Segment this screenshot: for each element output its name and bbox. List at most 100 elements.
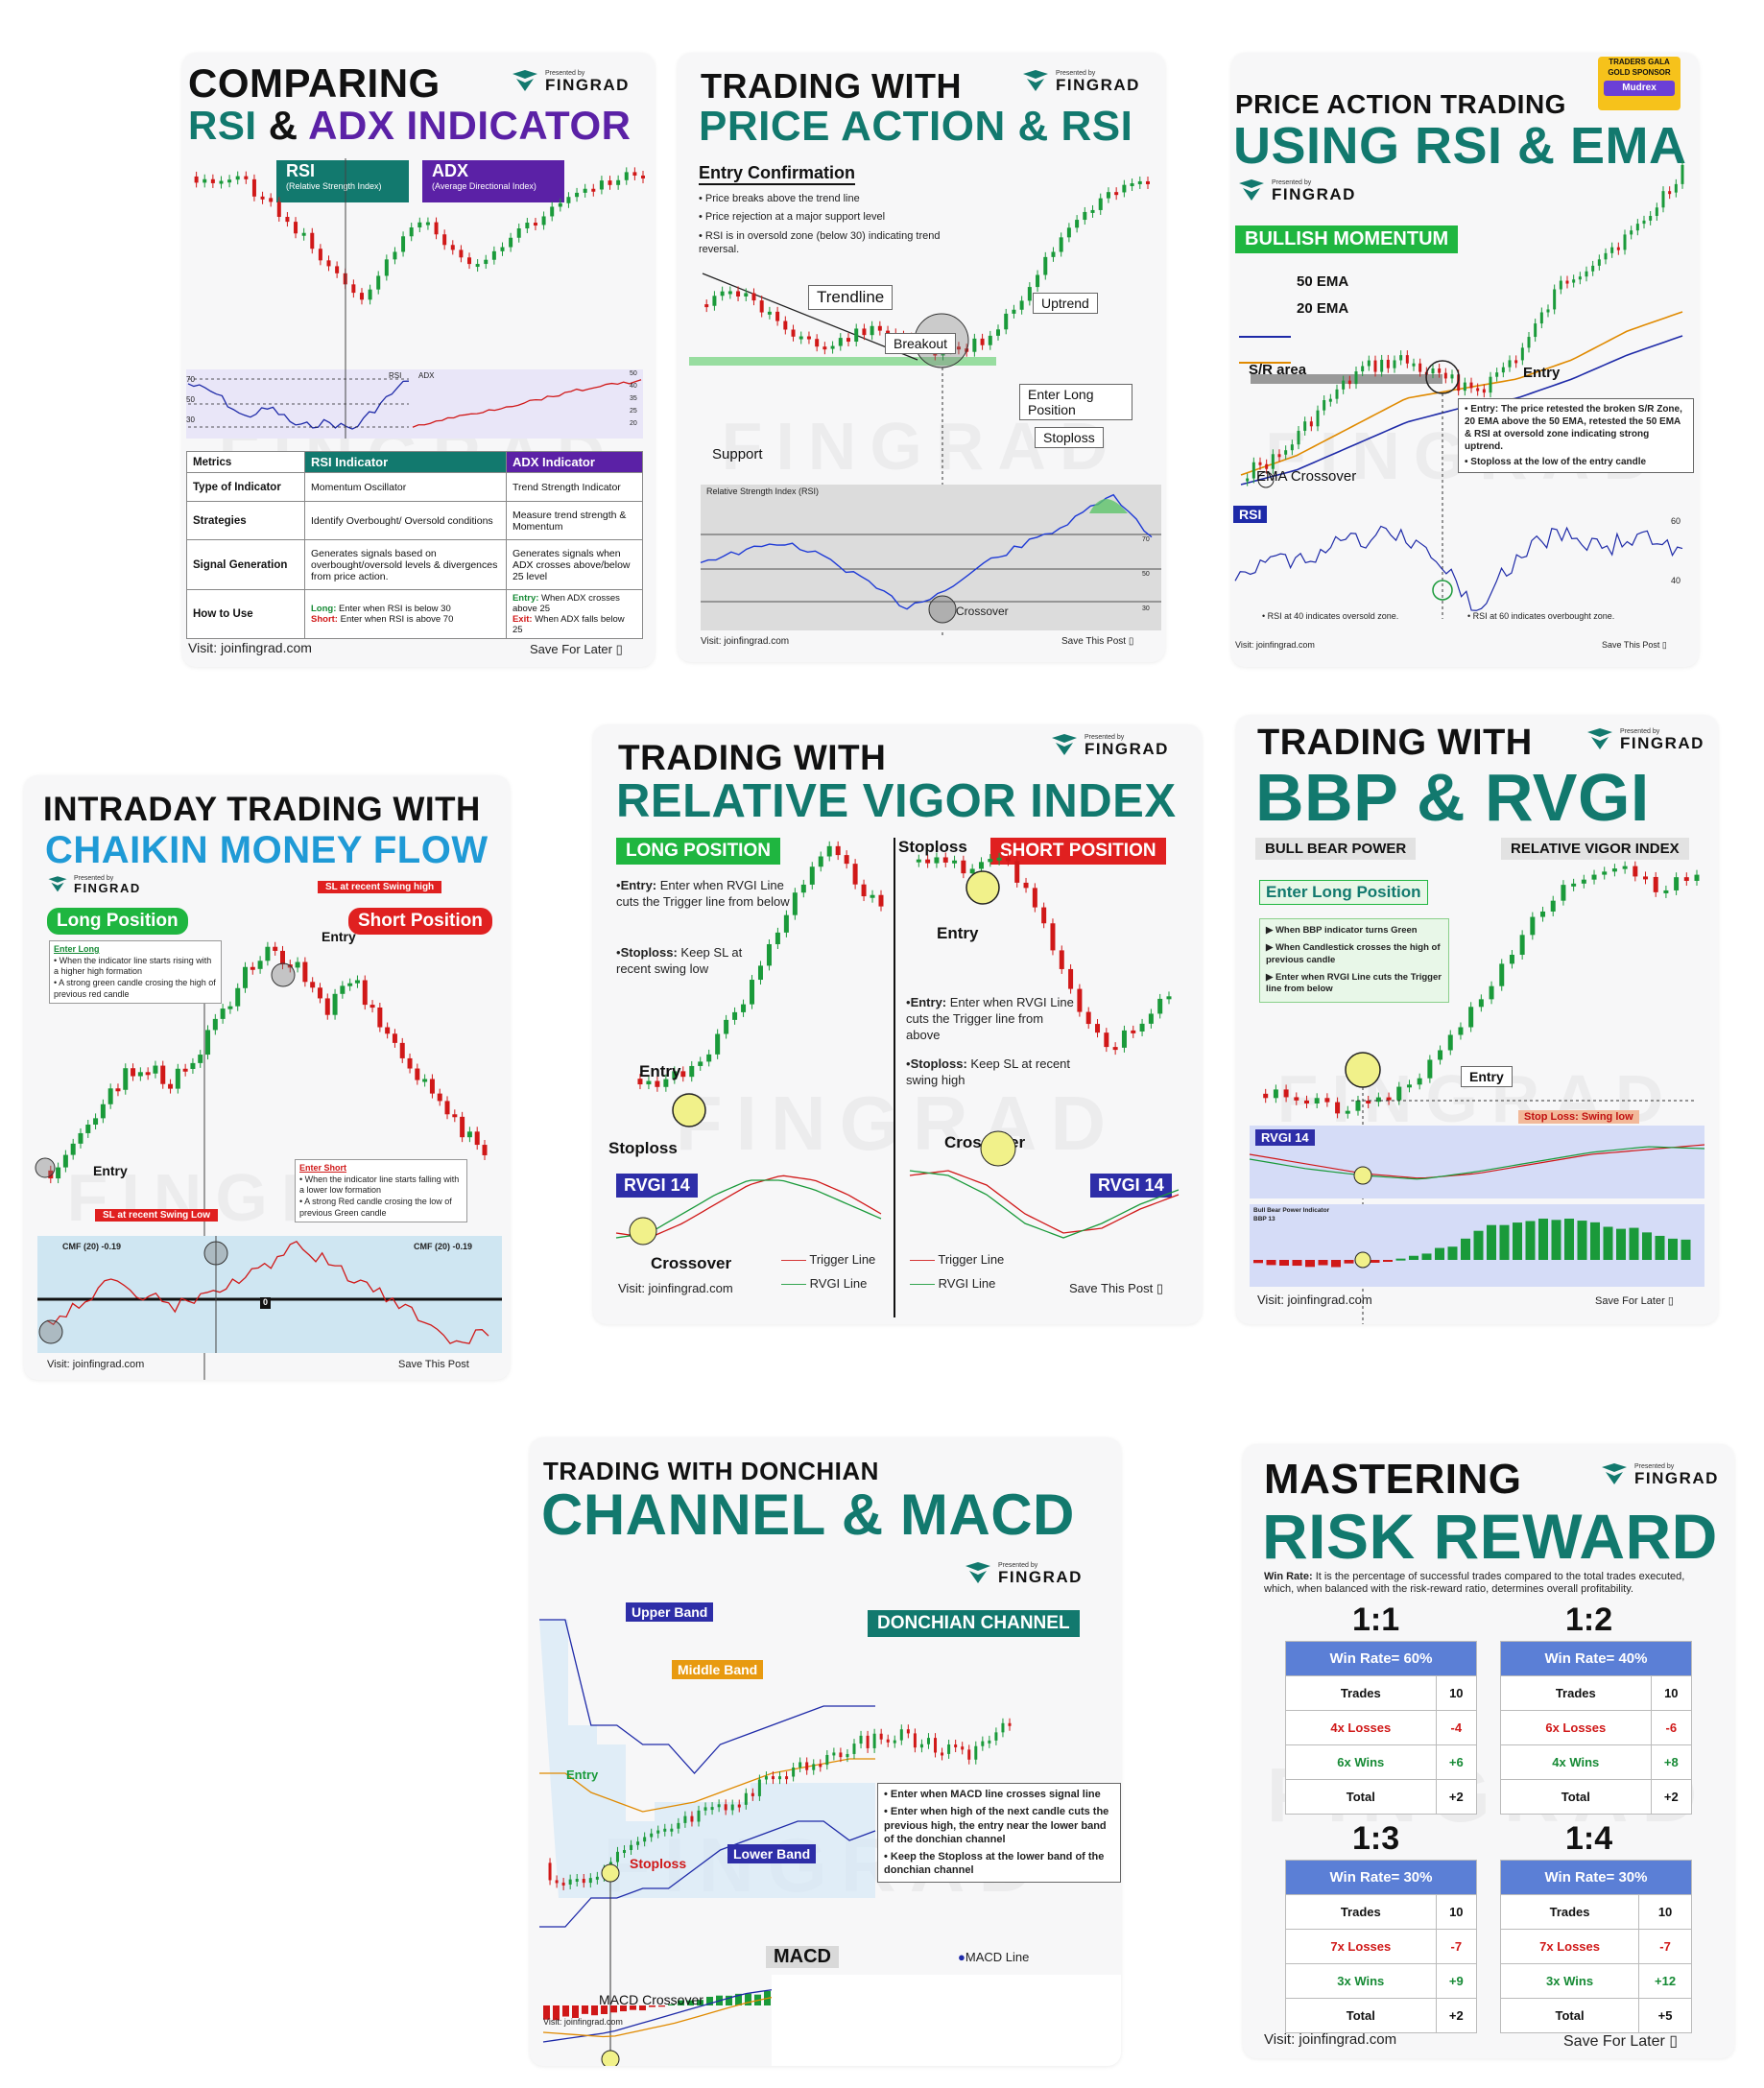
candle <box>1104 1032 1109 1048</box>
candle <box>212 1018 218 1031</box>
save-button[interactable]: Save For Later ▯ <box>1563 2033 1679 2050</box>
cmf-panel <box>37 1236 502 1353</box>
macd-bar <box>735 1993 742 2005</box>
bbp-tag: BULL BEAR POWER <box>1255 838 1417 860</box>
candle <box>1258 462 1262 465</box>
candle <box>1450 374 1454 379</box>
site-link[interactable]: Visit: joinfingrad.com <box>1235 640 1315 650</box>
uptrend-label: Uptrend <box>1033 293 1098 314</box>
candle <box>1263 1093 1269 1099</box>
candle <box>1604 252 1608 260</box>
card-bbp-rvgi[interactable]: FINGRAD TRADING WITH BBP & RVGI Presente… <box>1236 715 1718 1324</box>
site-link[interactable]: Visit: joinfingrad.com <box>1257 1293 1372 1307</box>
cmf-label-left: CMF (20) -0.19 <box>62 1242 122 1251</box>
candle <box>767 311 772 315</box>
candle <box>757 965 763 981</box>
save-button[interactable]: Save This Post ▯ <box>1602 640 1667 650</box>
candle <box>376 275 381 290</box>
enter-long-box: Enter Long • When the indicator line sta… <box>49 940 222 1005</box>
candle <box>575 1878 579 1882</box>
zero-label: 0 <box>260 1297 272 1309</box>
card-risk-reward[interactable]: FINGRAD MASTERING RISK REWARD Presented … <box>1243 1444 1734 2058</box>
candle <box>1271 454 1275 469</box>
card-price-action-rsi[interactable]: FINGRAD TRADING WITH PRICE ACTION & RSI … <box>678 53 1165 662</box>
entry-note: • Entry: The price retested the broken S… <box>1458 398 1694 473</box>
site-link[interactable]: Visit: joinfingrad.com <box>543 2017 623 2027</box>
candle <box>548 1863 552 1881</box>
candle <box>583 188 587 193</box>
candle <box>160 1065 166 1084</box>
candle <box>941 1752 944 1756</box>
card-rvgi[interactable]: FINGRAD TRADING WITH RELATIVE VIGOR INDE… <box>593 724 1202 1324</box>
candle <box>683 1815 687 1823</box>
candle <box>1635 224 1639 231</box>
card-chaikin[interactable]: FINGRAD INTRADAY TRADING WITH CHAIKIN MO… <box>24 775 510 1380</box>
site-link[interactable]: Visit: joinfingrad.com <box>1264 2031 1397 2048</box>
candle <box>766 943 772 966</box>
save-button[interactable]: Save This Post ▯ <box>1061 636 1134 647</box>
candle <box>954 1744 958 1748</box>
candle <box>131 1068 136 1077</box>
fingrad-logo: Presented by FINGRAD <box>511 70 630 93</box>
candle <box>459 249 464 258</box>
candle <box>1328 398 1332 402</box>
save-button[interactable]: Save For Later ▯ <box>1595 1295 1674 1307</box>
macd-bar <box>610 2005 617 2013</box>
candle <box>906 1729 910 1734</box>
candle <box>783 914 789 933</box>
candle <box>1059 237 1063 252</box>
macd-bar <box>649 2005 656 2007</box>
candle <box>764 1776 768 1780</box>
candle <box>1438 368 1442 373</box>
overbought-fill <box>1089 499 1128 513</box>
macd-bar <box>658 2005 665 2007</box>
candle <box>450 245 455 250</box>
save-button[interactable]: Save For Later ▯ <box>530 642 623 656</box>
card-donchian-macd[interactable]: FINGRAD TRADING WITH DONCHIAN CHANNEL & … <box>530 1437 1121 2066</box>
macd-bar <box>639 2005 646 2011</box>
subtitle: RSI & ADX INDICATOR <box>188 103 632 148</box>
macd-crossover-label: MACD Crossover <box>599 1992 703 2007</box>
save-button[interactable]: Save This Post <box>398 1359 469 1370</box>
bbp-bar <box>1513 1222 1522 1260</box>
site-link[interactable]: Visit: joinfingrad.com <box>188 640 312 655</box>
save-button[interactable]: Save This Post ▯ <box>1069 1281 1163 1295</box>
candle <box>877 325 882 331</box>
candle <box>704 304 709 308</box>
candle <box>70 1143 76 1155</box>
site-link[interactable]: Visit: joinfingrad.com <box>618 1281 733 1295</box>
divider <box>894 838 895 1317</box>
ema20-legend: 20 EMA <box>1297 300 1349 317</box>
bbp-bar <box>1461 1238 1470 1260</box>
long-sl-note: •Stoploss: Keep SL at recent swing low <box>616 945 743 976</box>
rsi-line <box>700 493 1153 610</box>
candle <box>956 346 961 350</box>
entry-label: Entry <box>1523 365 1561 381</box>
candle <box>759 300 764 313</box>
title: PRICE ACTION TRADING <box>1235 89 1566 119</box>
fingrad-logo: Presented by FINGRAD <box>964 1562 1083 1585</box>
upper-band-line <box>539 1619 875 1774</box>
candle <box>1591 265 1595 272</box>
card-rsi-adx[interactable]: FINGRAD COMPARING RSI & ADX INDICATOR Pr… <box>182 53 655 667</box>
candle <box>235 987 241 1007</box>
site-link[interactable]: Visit: joinfingrad.com <box>701 636 790 647</box>
bookmark-icon: ▯ <box>1667 1295 1674 1307</box>
candle <box>516 228 521 238</box>
candle <box>1405 355 1409 364</box>
rsi-badge: RSI (Relative Strength Index) <box>276 160 409 202</box>
cmf-line <box>37 1236 502 1353</box>
candle <box>260 196 265 200</box>
site-link[interactable]: Visit: joinfingrad.com <box>47 1359 145 1370</box>
title: COMPARING <box>188 60 441 106</box>
long-badge: LONG POSITION <box>616 838 780 865</box>
candle <box>1642 220 1646 225</box>
bbp-bar <box>1409 1255 1418 1260</box>
candle <box>1290 444 1294 451</box>
candle <box>1386 359 1390 368</box>
stoploss-label: Stoploss <box>630 1856 687 1871</box>
candle <box>757 1779 761 1796</box>
candle <box>1112 1047 1118 1051</box>
candle <box>1683 877 1689 881</box>
